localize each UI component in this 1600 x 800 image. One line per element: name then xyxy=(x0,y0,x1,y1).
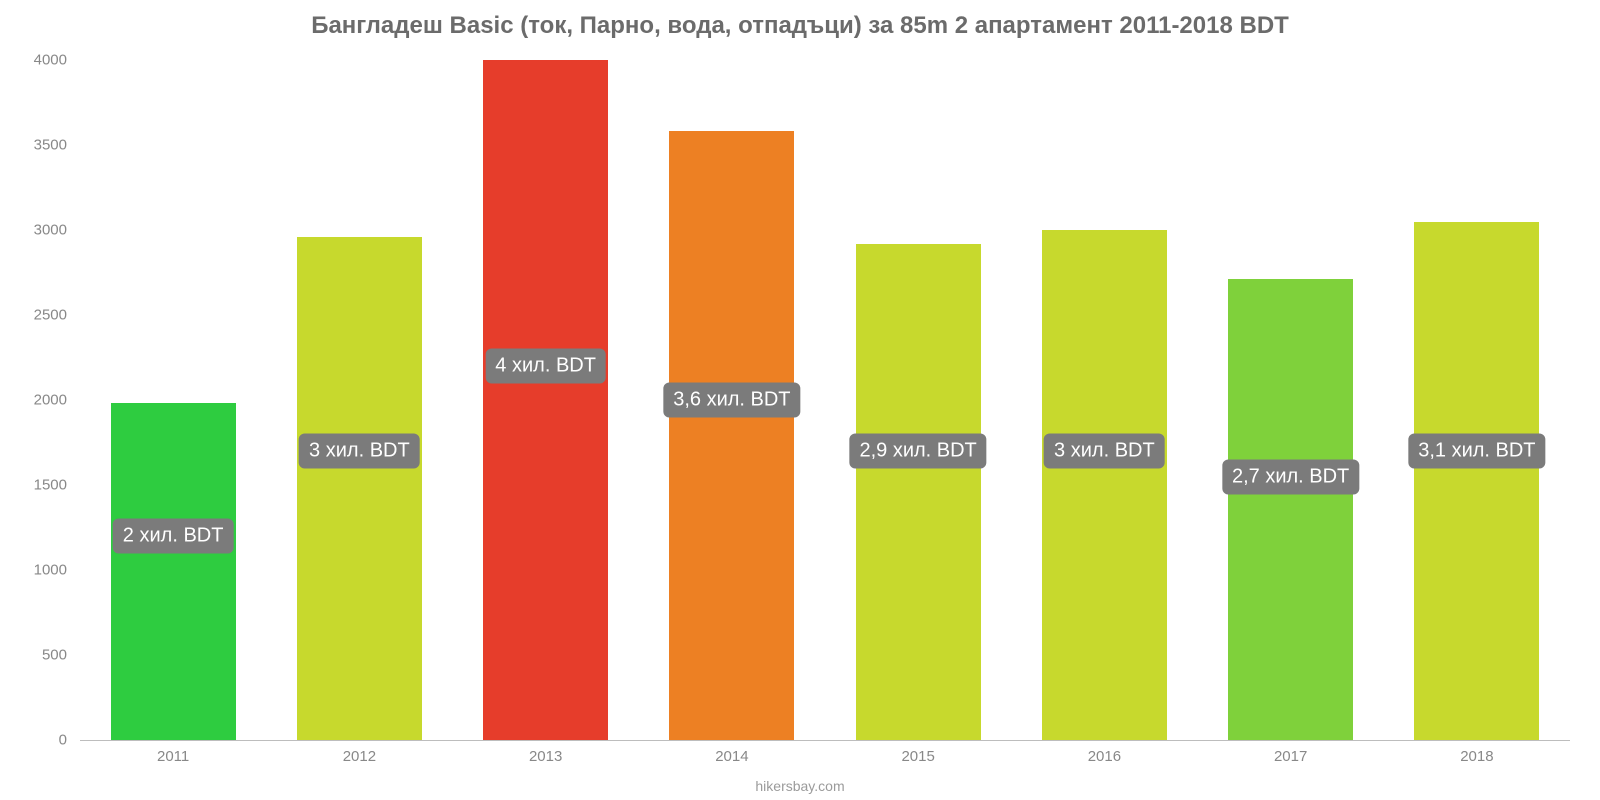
bar-value-label: 4 хил. BDT xyxy=(485,349,606,384)
x-tick-label: 2013 xyxy=(529,748,562,765)
x-tick-label: 2014 xyxy=(715,748,748,765)
y-tick-label: 0 xyxy=(59,732,67,749)
bar-value-label: 3,6 хил. BDT xyxy=(663,383,800,418)
y-tick-label: 3000 xyxy=(34,222,67,239)
y-axis: 05001000150020002500300035004000 xyxy=(0,60,75,740)
bar xyxy=(483,60,608,740)
chart-footer: hikersbay.com xyxy=(0,778,1600,794)
bar xyxy=(1414,222,1539,741)
plot-area: 2 хил. BDT 3 хил. BDT 4 хил. BDT 3,6 хил. B… xyxy=(80,60,1570,740)
y-tick-label: 1000 xyxy=(34,562,67,579)
bar-chart: Бангладеш Basic (ток, Парно, вода, отпад… xyxy=(0,0,1600,800)
chart-title: Бангладеш Basic (ток, Парно, вода, отпад… xyxy=(0,0,1600,40)
y-tick-label: 2500 xyxy=(34,307,67,324)
bar xyxy=(111,403,236,740)
x-tick-label: 2017 xyxy=(1274,748,1307,765)
bar xyxy=(856,244,981,740)
bar xyxy=(1042,230,1167,740)
x-axis: 2011 2012 2013 2014 2015 2016 2017 2018 xyxy=(80,744,1570,774)
bar-value-label: 2,9 хил. BDT xyxy=(849,434,986,469)
bar-value-label: 2 хил. BDT xyxy=(113,519,234,554)
bar-value-label: 2,7 хил. BDT xyxy=(1222,459,1359,494)
bar-value-label: 3 хил. BDT xyxy=(1044,434,1165,469)
bar xyxy=(1228,279,1353,740)
bar xyxy=(669,131,794,740)
x-tick-label: 2012 xyxy=(343,748,376,765)
x-tick-label: 2011 xyxy=(157,748,189,765)
bar xyxy=(297,237,422,740)
y-tick-label: 4000 xyxy=(34,52,67,69)
bar-value-label: 3,1 хил. BDT xyxy=(1408,434,1545,469)
y-tick-label: 3500 xyxy=(34,137,67,154)
y-tick-label: 1500 xyxy=(34,477,67,494)
bar-value-label: 3 хил. BDT xyxy=(299,434,420,469)
y-tick-label: 500 xyxy=(42,647,67,664)
baseline xyxy=(80,740,1570,741)
x-tick-label: 2018 xyxy=(1460,748,1493,765)
x-tick-label: 2016 xyxy=(1088,748,1121,765)
x-tick-label: 2015 xyxy=(901,748,934,765)
y-tick-label: 2000 xyxy=(34,392,67,409)
